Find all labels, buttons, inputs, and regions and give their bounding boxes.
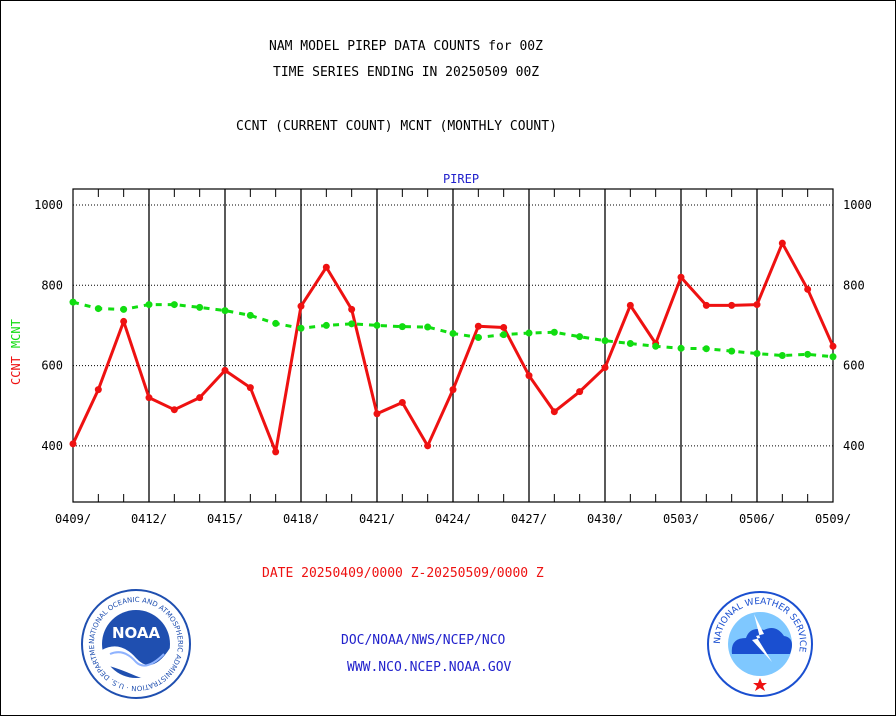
data-point-mcnt <box>424 323 432 331</box>
data-point-mcnt <box>804 350 812 358</box>
data-point-ccnt <box>424 442 432 450</box>
data-point-ccnt <box>728 301 736 309</box>
data-point-ccnt <box>804 285 812 293</box>
data-point-ccnt <box>322 263 330 271</box>
data-point-mcnt <box>778 352 786 360</box>
data-point-ccnt <box>525 372 533 380</box>
website-link[interactable]: WWW.NCO.NCEP.NOAA.GOV <box>347 660 512 675</box>
data-point-mcnt <box>120 305 128 313</box>
y-tick-label-left: 400 <box>41 439 63 453</box>
x-tick-label: 0506/ <box>739 512 775 526</box>
data-point-ccnt <box>297 302 305 310</box>
x-tick-label: 0503/ <box>663 512 699 526</box>
data-point-ccnt <box>221 366 229 374</box>
data-point-ccnt <box>778 239 786 247</box>
data-point-mcnt <box>69 298 77 306</box>
header-title-line1: NAM MODEL PIREP DATA COUNTS for 00Z <box>269 39 543 54</box>
data-point-ccnt <box>69 440 77 448</box>
data-point-ccnt <box>829 342 837 350</box>
y-tick-label-right: 1000 <box>843 198 872 212</box>
data-point-mcnt <box>576 333 584 341</box>
data-point-mcnt <box>652 342 660 350</box>
data-point-ccnt <box>702 301 710 309</box>
data-point-ccnt <box>601 364 609 372</box>
data-point-mcnt <box>297 324 305 332</box>
data-point-mcnt <box>525 329 533 337</box>
x-tick-label: 0427/ <box>511 512 547 526</box>
noaa-logo: NATIONAL OCEANIC AND ATMOSPHERIC ADMINIS… <box>80 588 191 699</box>
org-label[interactable]: DOC/NOAA/NWS/NCEP/NCO <box>341 633 506 648</box>
y-axis-label-mcnt: MCNT <box>9 319 23 348</box>
data-point-ccnt <box>677 273 685 281</box>
y-tick-label-right: 600 <box>843 359 865 373</box>
data-point-ccnt <box>246 384 254 392</box>
noaa-center-text: NOAA <box>112 624 161 642</box>
data-point-ccnt <box>576 388 584 396</box>
x-tick-label: 0409/ <box>55 512 91 526</box>
y-axis-label-ccnt: CCNT <box>9 356 23 385</box>
data-point-mcnt <box>677 344 685 352</box>
data-point-mcnt <box>196 303 204 311</box>
data-point-ccnt <box>449 386 457 394</box>
data-point-ccnt <box>500 323 508 331</box>
data-point-mcnt <box>753 350 761 358</box>
data-point-mcnt <box>246 311 254 319</box>
data-point-mcnt <box>500 331 508 339</box>
data-point-ccnt <box>348 305 356 313</box>
x-tick-label: 0421/ <box>359 512 395 526</box>
data-point-ccnt <box>120 317 128 325</box>
data-point-ccnt <box>373 410 381 418</box>
header-title-line2: TIME SERIES ENDING IN 20250509 00Z <box>273 65 540 80</box>
data-point-ccnt <box>753 301 761 309</box>
data-point-mcnt <box>322 321 330 329</box>
data-point-ccnt <box>626 301 634 309</box>
y-tick-label-right: 800 <box>843 278 865 292</box>
data-point-mcnt <box>221 307 229 315</box>
data-point-mcnt <box>94 305 102 313</box>
x-tick-label: 0415/ <box>207 512 243 526</box>
header-legend-line: CCNT (CURRENT COUNT) MCNT (MONTHLY COUNT… <box>236 119 557 134</box>
data-point-mcnt <box>626 339 634 347</box>
data-point-ccnt <box>272 448 280 456</box>
data-point-mcnt <box>550 328 558 336</box>
nws-logo: NATIONAL WEATHER SERVICE <box>707 591 813 697</box>
data-point-mcnt <box>398 323 406 331</box>
data-point-mcnt <box>829 353 837 361</box>
x-tick-label: 0430/ <box>587 512 623 526</box>
y-tick-label-left: 1000 <box>34 198 63 212</box>
data-point-ccnt <box>196 394 204 402</box>
data-point-mcnt <box>348 320 356 328</box>
data-point-mcnt <box>449 329 457 337</box>
y-axis-label: CCNT MCNT <box>9 319 23 385</box>
data-point-mcnt <box>601 337 609 345</box>
data-point-ccnt <box>145 394 153 402</box>
data-point-mcnt <box>702 345 710 353</box>
data-point-ccnt <box>398 398 406 406</box>
data-point-ccnt <box>550 408 558 416</box>
data-point-ccnt <box>170 406 178 414</box>
data-point-ccnt <box>94 386 102 394</box>
data-point-mcnt <box>145 301 153 309</box>
y-tick-label-right: 400 <box>843 439 865 453</box>
data-point-mcnt <box>170 301 178 309</box>
y-tick-label-left: 600 <box>41 359 63 373</box>
data-point-mcnt <box>272 319 280 327</box>
date-range-label: DATE 20250409/0000 Z-20250509/0000 Z <box>262 566 544 581</box>
y-tick-label-left: 800 <box>41 278 63 292</box>
chart-title: PIREP <box>443 172 479 186</box>
x-tick-label: 0424/ <box>435 512 471 526</box>
x-tick-label: 0509/ <box>815 512 851 526</box>
x-tick-label: 0412/ <box>131 512 167 526</box>
data-point-ccnt <box>474 322 482 330</box>
data-point-mcnt <box>474 333 482 341</box>
x-tick-label: 0418/ <box>283 512 319 526</box>
data-point-mcnt <box>373 321 381 329</box>
data-point-mcnt <box>728 347 736 355</box>
